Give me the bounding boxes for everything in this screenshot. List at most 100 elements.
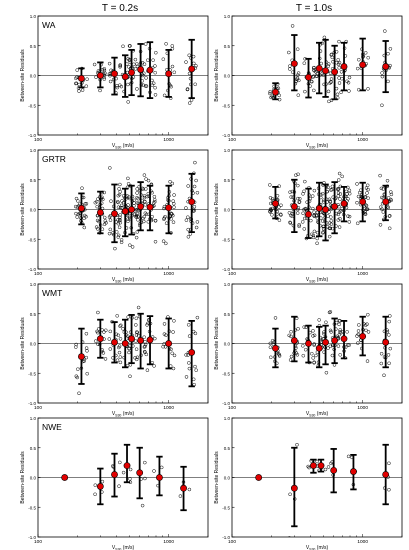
residual-point <box>82 359 86 363</box>
residual-point <box>337 76 341 80</box>
residual-point <box>144 212 149 217</box>
residual-point <box>117 187 121 191</box>
residual-point <box>136 196 140 201</box>
y-tick-label: 1.0 <box>30 416 37 421</box>
residual-point <box>386 196 391 200</box>
residual-point <box>336 212 341 217</box>
residual-point <box>364 328 368 333</box>
residual-point <box>347 89 351 93</box>
residual-points <box>73 160 200 251</box>
residual-point <box>288 492 292 497</box>
residual-point <box>118 205 123 210</box>
residual-point <box>385 178 390 183</box>
residual-point <box>288 67 292 71</box>
residual-point <box>311 75 315 79</box>
residual-point <box>270 338 275 343</box>
panel-grtr-t02: -1.0 -0.5 0.0 0.5 1.0 100 1000 Between-site Res… <box>20 148 209 284</box>
residual-point <box>301 211 305 216</box>
residual-point <box>121 327 125 331</box>
residual-point <box>192 204 197 209</box>
bin-mean-marker <box>315 204 323 212</box>
bin-mean-marker <box>331 337 339 344</box>
residual-point <box>120 199 124 203</box>
residual-point <box>296 183 300 188</box>
residual-point <box>330 353 335 358</box>
residual-point <box>315 236 319 241</box>
residual-point <box>317 318 321 322</box>
y-tick-label: 0.0 <box>224 342 231 347</box>
residual-point <box>135 62 139 66</box>
x-axis-label: VS30 (m/s) <box>112 411 135 418</box>
y-tick-label: -1.0 <box>28 267 36 272</box>
bin-mean-marker <box>96 483 104 490</box>
residual-point <box>100 227 105 231</box>
bin-mean-marker <box>188 198 196 206</box>
residual-point <box>142 173 147 177</box>
x-tick-label: 100 <box>34 137 42 143</box>
bin-mean-marker <box>331 68 339 76</box>
residual-point <box>297 200 302 204</box>
residual-point <box>126 315 130 319</box>
residual-point <box>269 201 273 206</box>
residual-point <box>337 322 341 327</box>
residual-point <box>102 77 107 81</box>
residual-point <box>296 93 301 97</box>
bin-mean-marker <box>111 471 118 478</box>
residual-point <box>312 333 317 338</box>
bin-mean-marker <box>96 72 104 79</box>
residual-point <box>275 194 280 198</box>
residual-point <box>93 492 97 497</box>
residual-point <box>164 221 169 225</box>
residual-point <box>119 240 124 245</box>
residual-point <box>379 351 384 356</box>
residual-point <box>93 339 98 343</box>
residual-point <box>387 319 391 324</box>
residual-point <box>300 220 305 224</box>
bin-mean-marker <box>305 73 312 81</box>
residual-point <box>335 92 340 97</box>
residual-point <box>74 345 78 349</box>
bin-mean-marker <box>310 462 317 469</box>
x-axis-label: VS30 (m/s) <box>112 143 135 150</box>
residual-point <box>387 226 392 231</box>
residual-point <box>144 76 148 80</box>
residual-point <box>319 61 323 66</box>
bin-mean-marker <box>111 338 118 346</box>
residual-point <box>118 337 123 341</box>
bin-mean-marker <box>340 335 348 343</box>
residual-point <box>336 187 341 191</box>
bin-mean-marker <box>359 198 367 206</box>
residual-point <box>287 536 291 537</box>
residual-point <box>93 483 98 487</box>
residual-point <box>135 330 140 335</box>
y-tick-label: -1.0 <box>28 401 36 406</box>
residual-point <box>378 223 383 227</box>
residual-point <box>387 461 391 466</box>
residual-point <box>314 74 319 78</box>
residual-point <box>388 346 393 351</box>
bin-mean-marker <box>315 344 323 352</box>
residual-point <box>116 200 120 205</box>
residual-point <box>80 88 85 92</box>
bin-mean-marker <box>340 200 348 207</box>
residual-point <box>134 323 138 327</box>
residual-point <box>311 233 316 238</box>
residual-point <box>195 190 200 195</box>
bin-mean-marker <box>121 340 129 347</box>
residual-point <box>134 215 139 219</box>
residual-point <box>153 85 157 90</box>
y-tick-label: 0.0 <box>224 74 231 79</box>
residual-point <box>326 64 331 68</box>
residual-point <box>115 314 119 318</box>
residual-point <box>118 189 122 194</box>
y-tick-label: 1.0 <box>30 14 37 19</box>
residual-point <box>187 487 192 492</box>
residual-points <box>93 460 192 508</box>
residual-point <box>337 171 342 176</box>
residual-point <box>115 358 120 362</box>
bin-mean-marker <box>382 471 390 478</box>
residual-point <box>153 70 157 75</box>
residual-point <box>326 346 330 350</box>
residual-point <box>276 86 281 90</box>
